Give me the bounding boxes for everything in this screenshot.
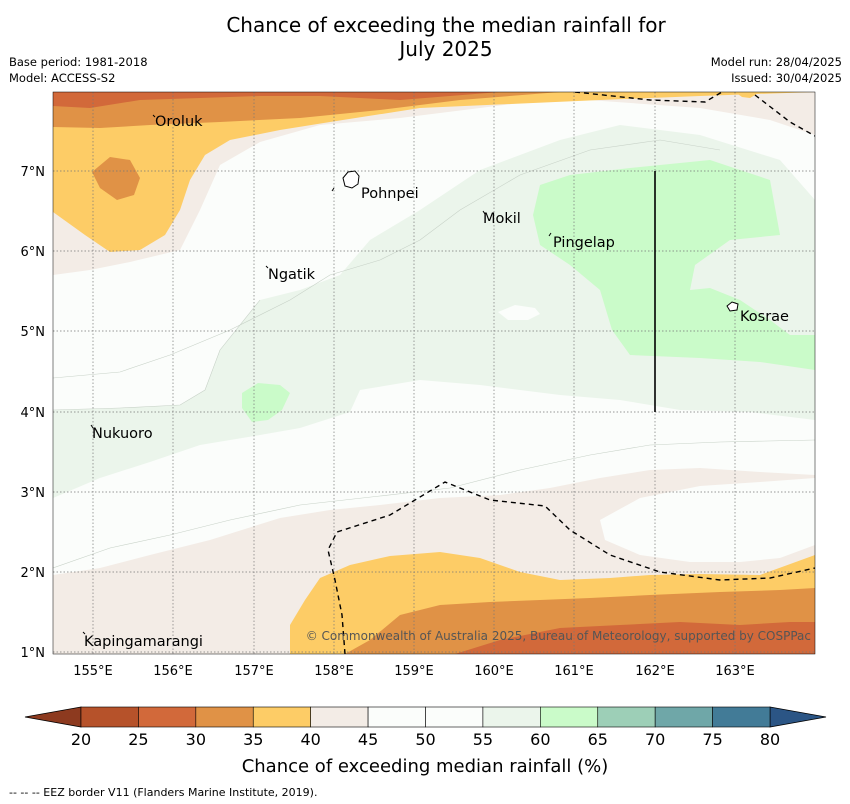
colorbar-tick-label: 70 <box>645 730 665 749</box>
colorbar-swatch <box>367 706 426 728</box>
colorbar-tick-label: 50 <box>415 730 435 749</box>
copyright-notice: © Commonwealth of Australia 2025, Bureau… <box>306 629 811 643</box>
colorbar-swatch <box>482 706 541 728</box>
band-35-40-north <box>53 92 815 252</box>
x-tick: 158°E <box>314 664 354 679</box>
label-oroluk: Oroluk <box>155 114 203 130</box>
x-tick: 159°E <box>394 664 434 679</box>
colorbar-tick-label: 75 <box>702 730 722 749</box>
label-mokil: Mokil <box>483 211 521 227</box>
patch-50-55-south-east <box>600 478 815 562</box>
colorbar-tick-label: 20 <box>71 730 91 749</box>
y-tick: 4°N <box>21 406 46 421</box>
x-tick: 160°E <box>474 664 514 679</box>
x-tick: 162°E <box>635 664 675 679</box>
band-25-30-south <box>455 622 815 654</box>
colorbar-swatch <box>540 706 599 728</box>
patch-50-55-hole <box>498 305 540 320</box>
model-name: Model: ACCESS-S2 <box>9 71 116 85</box>
colorbar-tick-label: 45 <box>358 730 378 749</box>
colorbar-swatch <box>597 706 656 728</box>
colorbar-tick-label: 65 <box>588 730 608 749</box>
colorbar-tick-label: 35 <box>243 730 263 749</box>
colorbar-tick-label: 80 <box>760 730 780 749</box>
x-tick: 155°E <box>73 664 113 679</box>
y-tick: 7°N <box>21 165 46 180</box>
colorbar-low-extension <box>24 706 82 728</box>
x-axis-ticks: 155°E 156°E 157°E 158°E 159°E 160°E 161°… <box>73 664 755 679</box>
colorbar-tick-label: 55 <box>473 730 493 749</box>
atoll-markers <box>82 114 552 635</box>
y-tick: 1°N <box>21 646 46 661</box>
run-info: Model run: 28/04/2025 Issued: 30/04/2025 <box>711 54 842 86</box>
x-tick: 163°E <box>715 664 755 679</box>
y-tick: 5°N <box>21 325 46 340</box>
label-nukuoro: Nukuoro <box>92 426 153 442</box>
colorbar-swatch <box>654 706 713 728</box>
label-pingelap: Pingelap <box>553 235 615 251</box>
title-line-1: Chance of exceeding the median rainfall … <box>226 13 666 37</box>
colorbar-label: Chance of exceeding median rainfall (%) <box>242 756 609 777</box>
kosrae-island-icon <box>726 301 739 312</box>
patch-30-35-oroluk <box>92 157 140 200</box>
colorbar-high-extension <box>769 706 827 728</box>
colorbar-swatch <box>310 706 369 728</box>
x-tick: 161°E <box>554 664 594 679</box>
colorbar-tick-label: 25 <box>128 730 148 749</box>
colorbar-tick-label: 40 <box>300 730 320 749</box>
band-30-35-north <box>53 92 560 128</box>
label-pohnpei: Pohnpei <box>361 186 419 202</box>
map-plot-area <box>53 92 815 654</box>
colorbar-swatch <box>252 706 311 728</box>
colorbar-swatch <box>80 706 139 728</box>
base-period: Base period: 1981-2018 <box>9 55 148 69</box>
issued-date: Issued: 30/04/2025 <box>731 71 842 85</box>
graticule <box>53 92 815 654</box>
colorbar-swatches <box>80 706 771 728</box>
label-kosrae: Kosrae <box>740 309 789 325</box>
colorbar: 20 25 30 35 40 45 50 55 60 65 70 75 80 Chance of exc… <box>24 706 827 777</box>
colorbar-swatch <box>712 706 771 728</box>
label-ngatik: Ngatik <box>268 267 316 283</box>
y-tick: 2°N <box>21 566 46 581</box>
band-40-45-north <box>53 92 815 275</box>
title-line-2: July 2025 <box>399 37 493 61</box>
colorbar-swatch <box>138 706 197 728</box>
place-labels: Oroluk Pohnpei Mokil Pingelap Ngatik Kos… <box>84 114 789 650</box>
x-tick: 157°E <box>234 664 274 679</box>
colorbar-tick-label: 60 <box>530 730 550 749</box>
band-60-65-east <box>533 160 815 370</box>
y-tick: 6°N <box>21 245 46 260</box>
colorbar-tick-label: 30 <box>186 730 206 749</box>
colorbar-ticks: 20 25 30 35 40 45 50 55 60 65 70 75 80 <box>71 730 780 749</box>
patch-35-40-northeast <box>735 92 760 98</box>
eez-footnote: -- -- -- EEZ border V11 (Flanders Marine… <box>9 786 318 799</box>
map-title: Chance of exceeding the median rainfall … <box>0 13 850 61</box>
pohnpei-island-icon <box>342 170 360 189</box>
y-axis-ticks: 7°N 6°N 5°N 4°N 3°N 2°N 1°N <box>21 165 46 661</box>
y-tick: 3°N <box>21 486 46 501</box>
label-kapingamarangi: Kapingamarangi <box>84 634 203 650</box>
band-25-30-north <box>53 92 500 108</box>
eez-borders <box>327 92 815 654</box>
plot-frame <box>52 91 816 655</box>
x-tick: 156°E <box>153 664 193 679</box>
model-run: Model run: 28/04/2025 <box>710 55 842 69</box>
colorbar-swatch <box>425 706 484 728</box>
model-info: Base period: 1981-2018 Model: ACCESS-S2 <box>9 54 148 86</box>
colorbar-swatch <box>195 706 254 728</box>
